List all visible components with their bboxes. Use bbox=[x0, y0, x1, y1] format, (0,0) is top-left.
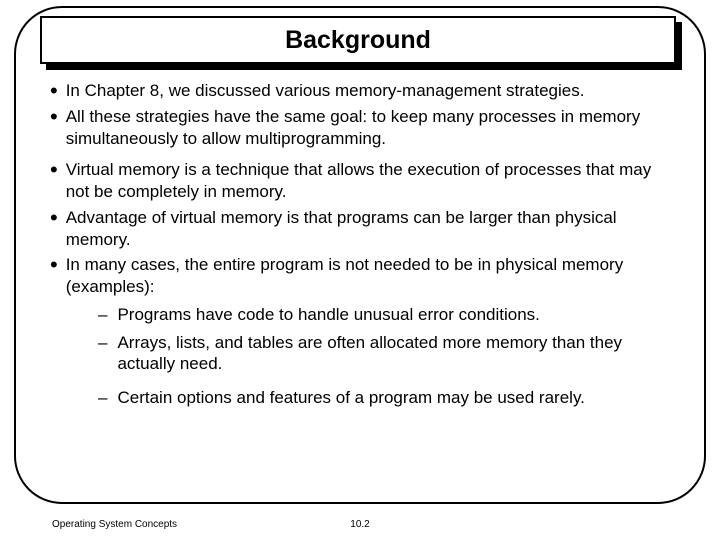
footer-page-number: 10.2 bbox=[0, 519, 720, 530]
bullet-item: • In many cases, the entire program is n… bbox=[50, 254, 676, 298]
sub-bullet-item: – Certain options and features of a prog… bbox=[98, 387, 676, 409]
sub-bullet-text: Programs have code to handle unusual err… bbox=[117, 304, 676, 326]
bullet-item: • Virtual memory is a technique that all… bbox=[50, 159, 676, 203]
bullet-icon: • bbox=[50, 84, 58, 98]
slide-title: Background bbox=[285, 26, 431, 55]
bullet-text: All these strategies have the same goal:… bbox=[66, 106, 676, 150]
sub-bullet-text: Arrays, lists, and tables are often allo… bbox=[117, 332, 676, 376]
sub-bullet-text: Certain options and features of a progra… bbox=[117, 387, 676, 409]
bullet-icon: • bbox=[50, 110, 58, 124]
bullet-icon: • bbox=[50, 211, 58, 225]
bullet-text: In many cases, the entire program is not… bbox=[66, 254, 676, 298]
slide-content: • In Chapter 8, we discussed various mem… bbox=[50, 80, 676, 413]
bullet-item: • All these strategies have the same goa… bbox=[50, 106, 676, 150]
sub-bullet-item: – Programs have code to handle unusual e… bbox=[98, 304, 676, 326]
dash-icon: – bbox=[98, 387, 107, 409]
sub-bullet-item: – Arrays, lists, and tables are often al… bbox=[98, 332, 676, 376]
bullet-text: Advantage of virtual memory is that prog… bbox=[66, 207, 676, 251]
bullet-item: • In Chapter 8, we discussed various mem… bbox=[50, 80, 676, 102]
title-box: Background bbox=[40, 16, 676, 64]
bullet-icon: • bbox=[50, 163, 58, 177]
bullet-text: Virtual memory is a technique that allow… bbox=[66, 159, 676, 203]
bullet-item: • Advantage of virtual memory is that pr… bbox=[50, 207, 676, 251]
bullet-text: In Chapter 8, we discussed various memor… bbox=[66, 80, 676, 102]
dash-icon: – bbox=[98, 304, 107, 326]
bullet-icon: • bbox=[50, 258, 58, 272]
dash-icon: – bbox=[98, 332, 107, 354]
